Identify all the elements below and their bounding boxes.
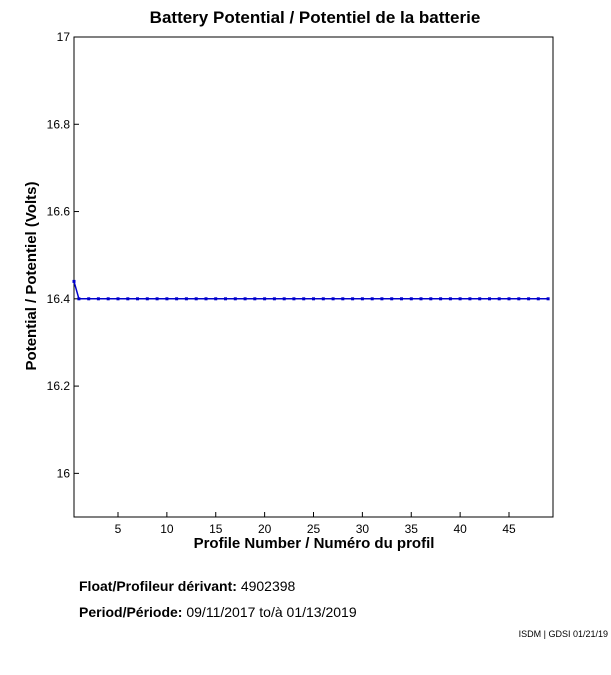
x-axis: 5 10 15 20 25 30 35 40 45: [115, 512, 516, 536]
data-point: [302, 297, 306, 301]
data-point: [126, 297, 130, 301]
period-end: 01/13/2019: [286, 604, 357, 620]
x-tick-label: 35: [405, 522, 419, 536]
data-point: [292, 297, 296, 301]
data-point: [106, 297, 110, 301]
float-label: Float/Profileur dérivant:: [79, 578, 237, 594]
data-point: [155, 297, 159, 301]
series-group: [72, 279, 550, 301]
period-info: Period/Période: 09/11/2017 to/à 01/13/20…: [79, 604, 357, 620]
float-info: Float/Profileur dérivant: 4902398: [79, 578, 295, 594]
x-tick-label: 15: [209, 522, 223, 536]
data-point: [77, 297, 81, 301]
data-point: [380, 297, 384, 301]
data-point: [243, 297, 247, 301]
data-point: [175, 297, 179, 301]
data-point: [341, 297, 345, 301]
y-tick-label: 16.6: [47, 205, 71, 219]
data-point: [96, 297, 100, 301]
data-point: [507, 297, 511, 301]
y-tick-label: 17: [57, 30, 71, 44]
data-point: [400, 297, 403, 301]
data-point: [419, 297, 423, 301]
y-tick-label: 16.8: [47, 117, 71, 131]
data-point: [253, 297, 257, 301]
float-value: 4902398: [240, 578, 296, 594]
footer-credit: ISDM | GDSI 01/21/19: [518, 629, 608, 639]
data-point: [233, 297, 237, 301]
data-point: [312, 297, 315, 301]
data-point: [370, 297, 374, 301]
plot-frame: [73, 36, 554, 518]
y-tick-label: 16.4: [47, 292, 71, 306]
data-point: [165, 297, 169, 301]
data-point: [282, 297, 286, 301]
y-tick-label: 16: [57, 466, 71, 480]
data-point: [536, 297, 540, 301]
battery-chart: Battery Potential / Potentiel de la batt…: [23, 8, 554, 552]
x-tick-label: 30: [356, 522, 370, 536]
data-point: [214, 297, 218, 301]
data-point: [468, 297, 472, 301]
data-point: [272, 297, 276, 301]
series-line: [73, 281, 549, 300]
x-tick-label: 40: [453, 522, 467, 536]
data-point: [204, 297, 208, 301]
data-point: [321, 297, 325, 301]
chart-title: Battery Potential / Potentiel de la batt…: [150, 8, 481, 27]
data-point: [360, 297, 364, 301]
x-tick-label: 10: [160, 522, 174, 536]
x-tick-label: 5: [115, 522, 122, 536]
data-point: [439, 297, 443, 301]
data-point: [194, 297, 198, 301]
data-point: [116, 297, 120, 301]
data-point: [458, 297, 462, 301]
data-point: [331, 297, 335, 301]
data-point: [145, 297, 149, 301]
data-point: [409, 297, 413, 301]
y-tick-label: 16.2: [47, 379, 71, 393]
x-tick-label: 25: [307, 522, 321, 536]
y-axis: 16 16.2 16.4 16.6 16.8 17: [47, 30, 79, 480]
x-axis-label: Profile Number / Numéro du profil: [194, 535, 435, 552]
data-point: [224, 297, 227, 301]
data-point: [263, 297, 267, 301]
x-tick-label: 45: [502, 522, 516, 536]
data-point: [546, 297, 550, 301]
data-point: [429, 297, 433, 301]
period-label: Period/Période:: [79, 604, 183, 620]
data-point: [448, 297, 452, 301]
data-point: [517, 297, 521, 301]
period-separator: to/à: [259, 604, 283, 620]
period-start: 09/11/2017: [186, 604, 256, 620]
data-point: [497, 297, 501, 301]
data-point: [527, 297, 531, 301]
data-point: [87, 297, 91, 301]
data-point: [184, 297, 188, 301]
y-axis-label: Potential / Potentiel (Volts): [23, 182, 40, 371]
data-point: [72, 279, 76, 283]
data-point: [390, 297, 394, 301]
data-point: [136, 297, 139, 301]
data-point: [478, 297, 482, 301]
x-tick-label: 20: [258, 522, 272, 536]
data-point: [488, 297, 491, 301]
data-point: [351, 297, 355, 301]
